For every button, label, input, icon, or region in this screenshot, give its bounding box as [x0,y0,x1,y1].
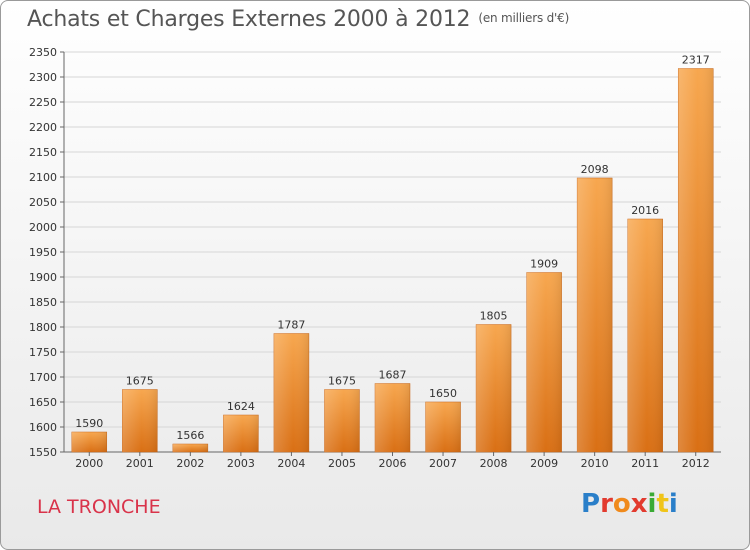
x-tick-label: 2008 [480,457,508,470]
x-tick-label: 2012 [682,457,710,470]
x-tick-label: 2000 [75,457,103,470]
bar-value-label: 2317 [682,54,710,67]
bar-shade [476,324,512,452]
y-tick-label: 1650 [29,396,57,409]
x-tick-label: 2007 [429,457,457,470]
y-tick-label: 1600 [29,421,57,434]
y-tick-label: 2250 [29,96,57,109]
bar-shade [425,402,461,452]
x-tick-label: 2003 [227,457,255,470]
logo-letter: o [612,489,631,519]
logo-letter: P [581,489,601,519]
chart-unit: (en milliers d'€) [478,11,570,25]
proxiti-logo: Proxiti [581,489,678,519]
x-tick-label: 2011 [631,457,659,470]
bar-value-label: 1909 [530,258,558,271]
bar-value-label: 1805 [480,310,508,323]
chart-title: Achats et Charges Externes 2000 à 2012 (e… [27,7,569,32]
bar-value-label: 1687 [379,369,407,382]
y-tick-label: 2300 [29,71,57,84]
bar-shade [273,333,309,452]
bar-value-label: 2016 [631,204,659,217]
bar-shade [627,219,663,452]
bar-shade [678,68,714,452]
bar-shade [375,383,410,452]
x-tick-label: 2001 [126,457,154,470]
bar-shade [324,389,360,452]
bar-shade [71,432,107,452]
logo-letter: t [656,489,669,519]
bar-shade [172,444,208,452]
bar-shade [122,389,158,452]
x-tick-label: 2002 [176,457,204,470]
bar-shade [223,415,259,452]
bar-value-label: 1650 [429,387,457,400]
y-tick-label: 1750 [29,346,57,359]
city-name: LA TRONCHE [37,496,161,518]
bar-value-label: 1566 [176,429,204,442]
bar-value-label: 2098 [581,163,609,176]
y-tick-label: 1950 [29,246,57,259]
bar-value-label: 1675 [328,375,356,388]
y-tick-label: 2050 [29,196,57,209]
y-tick-label: 1800 [29,321,57,334]
logo-letter: r [600,489,613,519]
x-tick-label: 2005 [328,457,356,470]
x-tick-label: 2006 [379,457,407,470]
x-tick-label: 2009 [530,457,558,470]
bar-shade [526,272,562,452]
y-tick-label: 1850 [29,296,57,309]
y-tick-label: 1550 [29,446,57,459]
y-tick-label: 2100 [29,171,57,184]
bar-value-label: 1624 [227,400,255,413]
logo-letter: i [668,489,678,519]
x-tick-label: 2004 [277,457,305,470]
bar-value-label: 1787 [277,319,305,332]
bar-shade [577,178,613,452]
bar-value-label: 1675 [126,375,154,388]
logo-letter: i [647,489,657,519]
y-tick-label: 2150 [29,146,57,159]
y-tick-label: 1900 [29,271,57,284]
x-tick-label: 2010 [581,457,609,470]
logo-letter: x [630,489,648,519]
y-tick-label: 2200 [29,121,57,134]
bar-value-label: 1590 [75,417,103,430]
chart-title-text: Achats et Charges Externes 2000 à 2012 [27,7,471,32]
y-tick-label: 2000 [29,221,57,234]
y-tick-label: 1700 [29,371,57,384]
y-tick-label: 2350 [29,46,57,59]
